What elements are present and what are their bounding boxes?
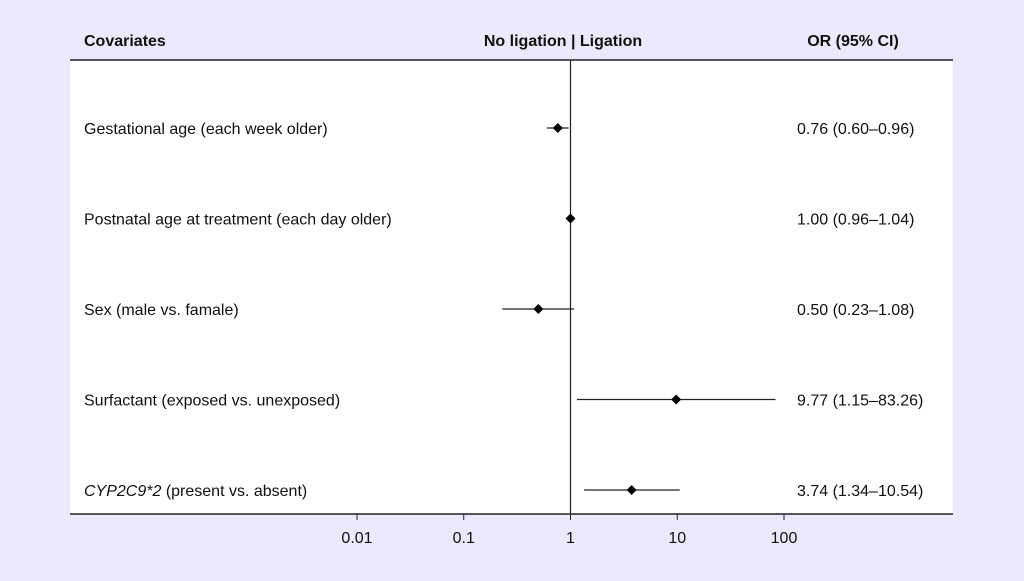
covariate-label-text: (present vs. absent) bbox=[161, 483, 307, 500]
or-point bbox=[626, 485, 637, 495]
x-tick-label: 0.01 bbox=[341, 530, 372, 547]
or-point bbox=[552, 123, 563, 133]
covariate-label: Sex (male vs. famale) bbox=[84, 302, 239, 319]
forest-row: Gestational age (each week older) 0.76 (0… bbox=[84, 121, 914, 138]
covariate-label: Postnatal age at treatment (each day old… bbox=[84, 212, 392, 229]
forest-row: Surfactant (exposed vs. unexposed) 9.77 (… bbox=[84, 393, 923, 410]
or-ci-value: 0.50 (0.23–1.08) bbox=[797, 302, 914, 319]
forest-row: Postnatal age at treatment (each day old… bbox=[84, 212, 914, 229]
x-tick-label: 100 bbox=[771, 530, 798, 547]
covariate-label-text: Surfactant (exposed vs. unexposed) bbox=[84, 393, 340, 410]
or-point bbox=[671, 394, 682, 405]
forest-row: CYP2C9*2 (present vs. absent) 3.74 (1.34–… bbox=[84, 483, 923, 500]
covariate-label: Surfactant (exposed vs. unexposed) bbox=[84, 393, 340, 410]
covariate-label: Gestational age (each week older) bbox=[84, 121, 328, 138]
covariate-label-text: Postnatal age at treatment (each day old… bbox=[84, 212, 392, 229]
header-covariates: Covariates bbox=[84, 33, 166, 50]
header-or-ci: OR (95% CI) bbox=[807, 33, 899, 50]
covariate-label-text: Gestational age (each week older) bbox=[84, 121, 328, 138]
or-point bbox=[533, 304, 544, 314]
x-tick-label: 10 bbox=[668, 530, 686, 547]
or-ci-value: 3.74 (1.34–10.54) bbox=[797, 483, 923, 500]
x-tick-label: 0.1 bbox=[453, 530, 475, 547]
or-point bbox=[565, 213, 576, 224]
header-direction: No ligation | Ligation bbox=[484, 33, 642, 50]
or-ci-value: 9.77 (1.15–83.26) bbox=[797, 393, 923, 410]
or-ci-value: 1.00 (0.96–1.04) bbox=[797, 212, 914, 229]
or-ci-value: 0.76 (0.60–0.96) bbox=[797, 121, 914, 138]
covariate-label-italic: CYP2C9*2 bbox=[84, 483, 161, 500]
x-tick-label: 1 bbox=[566, 530, 575, 547]
covariate-label: CYP2C9*2 (present vs. absent) bbox=[84, 483, 307, 500]
plot-panel bbox=[70, 60, 953, 514]
covariate-label-text: Sex (male vs. famale) bbox=[84, 302, 239, 319]
forest-row: Sex (male vs. famale) 0.50 (0.23–1.08) bbox=[84, 302, 914, 319]
